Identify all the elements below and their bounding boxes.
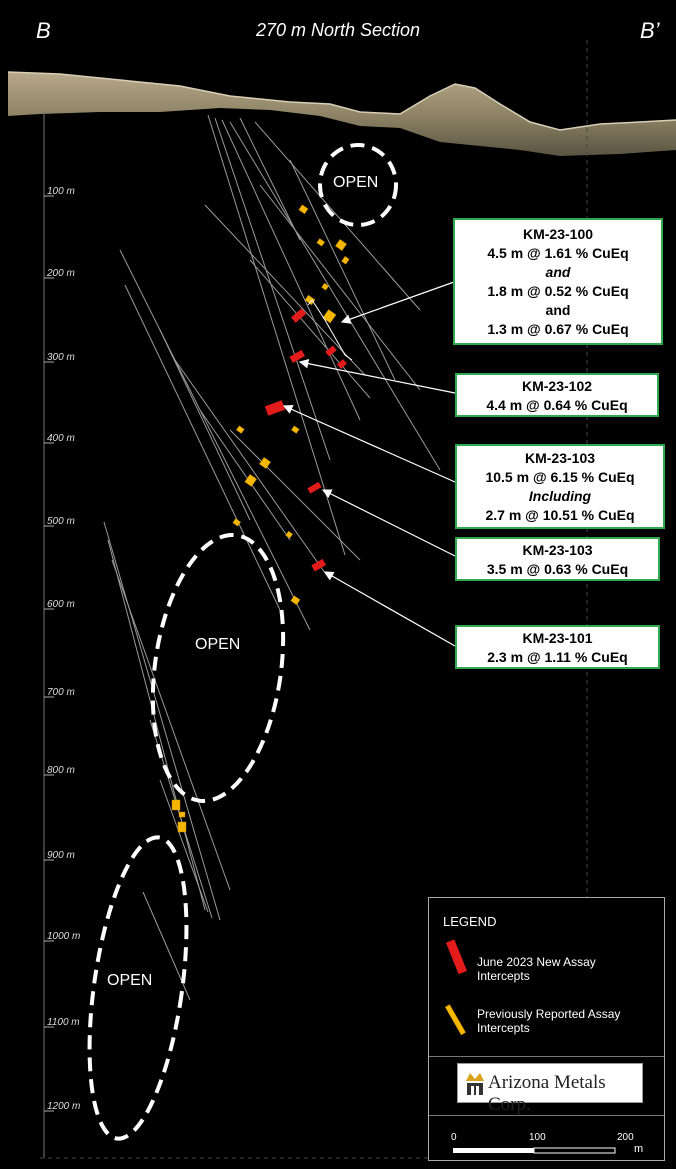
callout-line: and [545, 264, 571, 280]
callout-line: 4.5 m @ 1.61 % CuEq [487, 245, 629, 261]
legend-new-label-line: Intercepts [477, 969, 530, 983]
callout-line: 2.3 m @ 1.11 % CuEq [487, 649, 628, 665]
depth-label: 500 m [47, 516, 75, 527]
callout-line: KM-23-103 [524, 450, 596, 466]
depth-label: 1200 m [47, 1101, 81, 1112]
section-title: 270 m North Section [255, 20, 421, 40]
legend-new-label: June 2023 New Assay Intercepts [477, 955, 596, 983]
callout-line: 4.4 m @ 0.64 % CuEq [486, 397, 628, 413]
depth-label: 100 m [47, 186, 75, 197]
scale-label-0: 0 [451, 1132, 457, 1143]
depth-label: 900 m [47, 850, 75, 861]
callout-line: KM-23-102 [521, 378, 593, 394]
legend-previous-label-line: Previously Reported Assay [477, 1007, 621, 1021]
callout-line: Including [528, 488, 592, 504]
previous-intercept-icon [444, 1004, 466, 1036]
section-end-label: B’ [640, 18, 660, 43]
company-logo: Arizona Metals Corp. [457, 1063, 643, 1115]
open-label: OPEN [107, 972, 153, 989]
legend: LEGEND June 2023 New Assay Intercepts Pr… [428, 897, 665, 1161]
callout-line: 1.3 m @ 0.67 % CuEq [487, 321, 629, 337]
depth-label: 400 m [47, 433, 75, 444]
open-zone-mid [150, 533, 286, 803]
legend-previous-label-line: Intercepts [477, 1021, 530, 1035]
depth-label: 700 m [47, 687, 75, 698]
new-intercept-icon [445, 939, 468, 975]
legend-new-label-line: June 2023 New Assay [477, 955, 596, 969]
terrain-surface [8, 72, 676, 156]
scale-unit: m [634, 1143, 644, 1155]
scale-label-200: 200 [617, 1132, 634, 1143]
scale-label-100: 100 [529, 1132, 546, 1143]
scale-bar [453, 1147, 616, 1154]
open-zone-shallow [318, 143, 398, 227]
callout-km-23-103: KM-23-103 10.5 m @ 6.15 % CuEq Including… [455, 444, 665, 529]
callout-line: and [545, 302, 571, 318]
callout-line: 1.8 m @ 0.52 % CuEq [487, 283, 629, 299]
callout-line: 3.5 m @ 0.63 % CuEq [486, 561, 629, 577]
logo-text: Arizona Metals Corp. [488, 1072, 606, 1115]
new-intercepts [264, 308, 347, 572]
depth-label: 1100 m [47, 1017, 80, 1028]
callout-line: KM-23-103 [522, 542, 593, 558]
previous-intercepts [171, 204, 350, 833]
depth-label: 300 m [47, 352, 75, 363]
callout-line: 10.5 m @ 6.15 % CuEq [485, 469, 635, 485]
section-start-label: B [36, 18, 51, 43]
drill-traces [103, 114, 441, 1001]
callout-km-23-103-b: KM-23-103 3.5 m @ 0.63 % CuEq [455, 537, 660, 581]
callout-km-23-101: KM-23-101 2.3 m @ 1.11 % CuEq [455, 625, 660, 669]
callout-km-23-100: KM-23-100 4.5 m @ 1.61 % CuEq and 1.8 m … [453, 218, 663, 345]
callout-line: KM-23-100 [522, 226, 594, 242]
callout-km-23-102: KM-23-102 4.4 m @ 0.64 % CuEq [455, 373, 659, 417]
callout-line: KM-23-101 [522, 630, 593, 646]
depth-label: 600 m [47, 599, 75, 610]
callout-line: 2.7 m @ 10.51 % CuEq [485, 507, 635, 523]
depth-label: 1000 m [47, 931, 81, 942]
open-label: OPEN [333, 174, 379, 191]
crown-icon [466, 1073, 484, 1095]
legend-previous-label: Previously Reported Assay Intercepts [477, 1007, 620, 1035]
open-zone-deep [87, 835, 189, 1141]
depth-label: 800 m [47, 765, 75, 776]
depth-label: 200 m [47, 268, 75, 279]
open-label: OPEN [195, 636, 241, 653]
legend-title: LEGEND [443, 914, 497, 929]
